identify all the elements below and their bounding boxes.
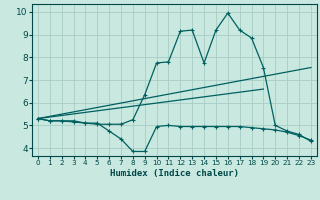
X-axis label: Humidex (Indice chaleur): Humidex (Indice chaleur) [110,169,239,178]
